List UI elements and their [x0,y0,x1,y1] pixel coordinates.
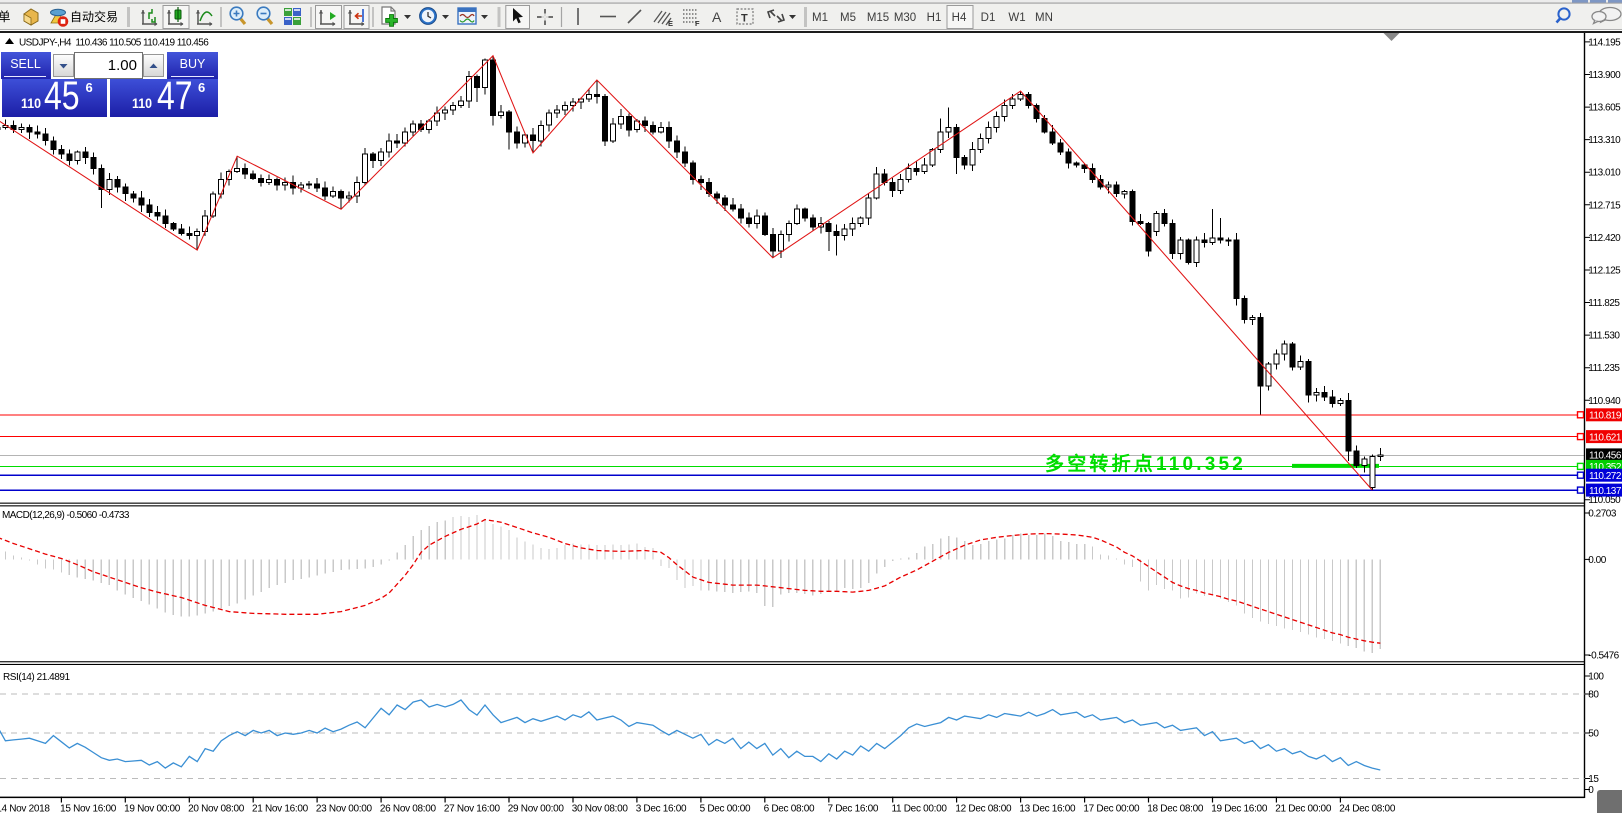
svg-text:自动交易: 自动交易 [70,9,118,24]
svg-text:110.137: 110.137 [1589,486,1622,497]
svg-text:21 Nov 16:00: 21 Nov 16:00 [252,803,309,813]
svg-text:M15: M15 [867,12,889,24]
svg-text:24 Dec 08:00: 24 Dec 08:00 [1339,803,1396,813]
svg-text:H1: H1 [927,12,942,24]
svg-text:MACD(12,26,9) -0.5060 -0.4733: MACD(12,26,9) -0.5060 -0.4733 [2,510,130,521]
svg-text:0.2703: 0.2703 [1588,509,1617,520]
svg-text:21 Dec 00:00: 21 Dec 00:00 [1275,803,1332,813]
svg-text:-0.5476: -0.5476 [1588,651,1619,662]
svg-text:112.420: 112.420 [1588,233,1621,244]
svg-text:A: A [712,9,722,25]
svg-text:27 Nov 16:00: 27 Nov 16:00 [444,803,501,813]
svg-text:3 Dec 16:00: 3 Dec 16:00 [636,803,687,813]
svg-text:26 Nov 08:00: 26 Nov 08:00 [380,803,437,813]
svg-text:112.715: 112.715 [1588,200,1621,211]
svg-text:113.605: 113.605 [1588,103,1621,114]
svg-text:USDJPY-,H4 110.436 110.505 11: USDJPY-,H4 110.436 110.505 110.419 110.4… [19,37,209,48]
svg-text:20 Nov 08:00: 20 Nov 08:00 [188,803,245,813]
svg-text:111.825: 111.825 [1588,298,1620,309]
svg-text:7 Dec 16:00: 7 Dec 16:00 [828,803,879,813]
svg-text:110.050: 110.050 [1588,495,1621,506]
svg-text:M1: M1 [812,12,828,24]
svg-text:19 Dec 16:00: 19 Dec 16:00 [1211,803,1268,813]
svg-text:110.940: 110.940 [1588,396,1621,407]
svg-text:0.00: 0.00 [1588,555,1606,566]
svg-text:5 Dec 00:00: 5 Dec 00:00 [700,803,751,813]
svg-text:11 Dec 00:00: 11 Dec 00:00 [892,803,948,813]
svg-text:110.272: 110.272 [1589,471,1622,482]
svg-text:113.010: 113.010 [1588,168,1621,179]
svg-text:100: 100 [1588,672,1604,683]
svg-text:114.195: 114.195 [1588,37,1621,48]
svg-text:17 Dec 00:00: 17 Dec 00:00 [1083,803,1140,813]
svg-text:80: 80 [1588,690,1599,701]
svg-text:15 Nov 16:00: 15 Nov 16:00 [60,803,117,813]
svg-text:111.235: 111.235 [1588,363,1620,374]
svg-text:19 Nov 00:00: 19 Nov 00:00 [124,803,181,813]
svg-text:H4: H4 [952,12,967,24]
svg-text:112.125: 112.125 [1588,266,1621,277]
svg-text:12 Dec 08:00: 12 Dec 08:00 [955,803,1012,813]
svg-text:110.352: 110.352 [1589,462,1622,473]
svg-text:50: 50 [1588,729,1599,740]
svg-text:23 Nov 00:00: 23 Nov 00:00 [316,803,373,813]
svg-text:多空转折点110.352: 多空转折点110.352 [1045,452,1246,475]
svg-text:110.456: 110.456 [1589,451,1622,462]
svg-text:113.310: 113.310 [1588,135,1621,146]
svg-text:E: E [668,19,673,28]
svg-text:D1: D1 [981,12,996,24]
svg-text:14 Nov 2018: 14 Nov 2018 [0,803,50,813]
svg-text:T: T [741,13,748,25]
svg-text:F: F [695,19,700,28]
svg-text:W1: W1 [1008,12,1025,24]
svg-text:30 Nov 08:00: 30 Nov 08:00 [572,803,629,813]
svg-text:单: 单 [0,10,11,24]
svg-text:18 Dec 08:00: 18 Dec 08:00 [1147,803,1204,813]
svg-text:113.900: 113.900 [1588,70,1621,81]
svg-text:M5: M5 [840,12,856,24]
svg-text:111.530: 111.530 [1588,331,1620,342]
svg-text:15: 15 [1588,774,1599,785]
svg-text:13 Dec 16:00: 13 Dec 16:00 [1019,803,1076,813]
svg-text:110.621: 110.621 [1589,432,1622,443]
svg-text:6 Dec 08:00: 6 Dec 08:00 [764,803,815,813]
svg-text:RSI(14) 21.4891: RSI(14) 21.4891 [3,672,71,683]
svg-text:MN: MN [1035,12,1053,24]
svg-text:0: 0 [1588,785,1594,796]
svg-text:29 Nov 00:00: 29 Nov 00:00 [508,803,565,813]
svg-text:M30: M30 [894,12,916,24]
svg-text:110.819: 110.819 [1589,411,1622,422]
